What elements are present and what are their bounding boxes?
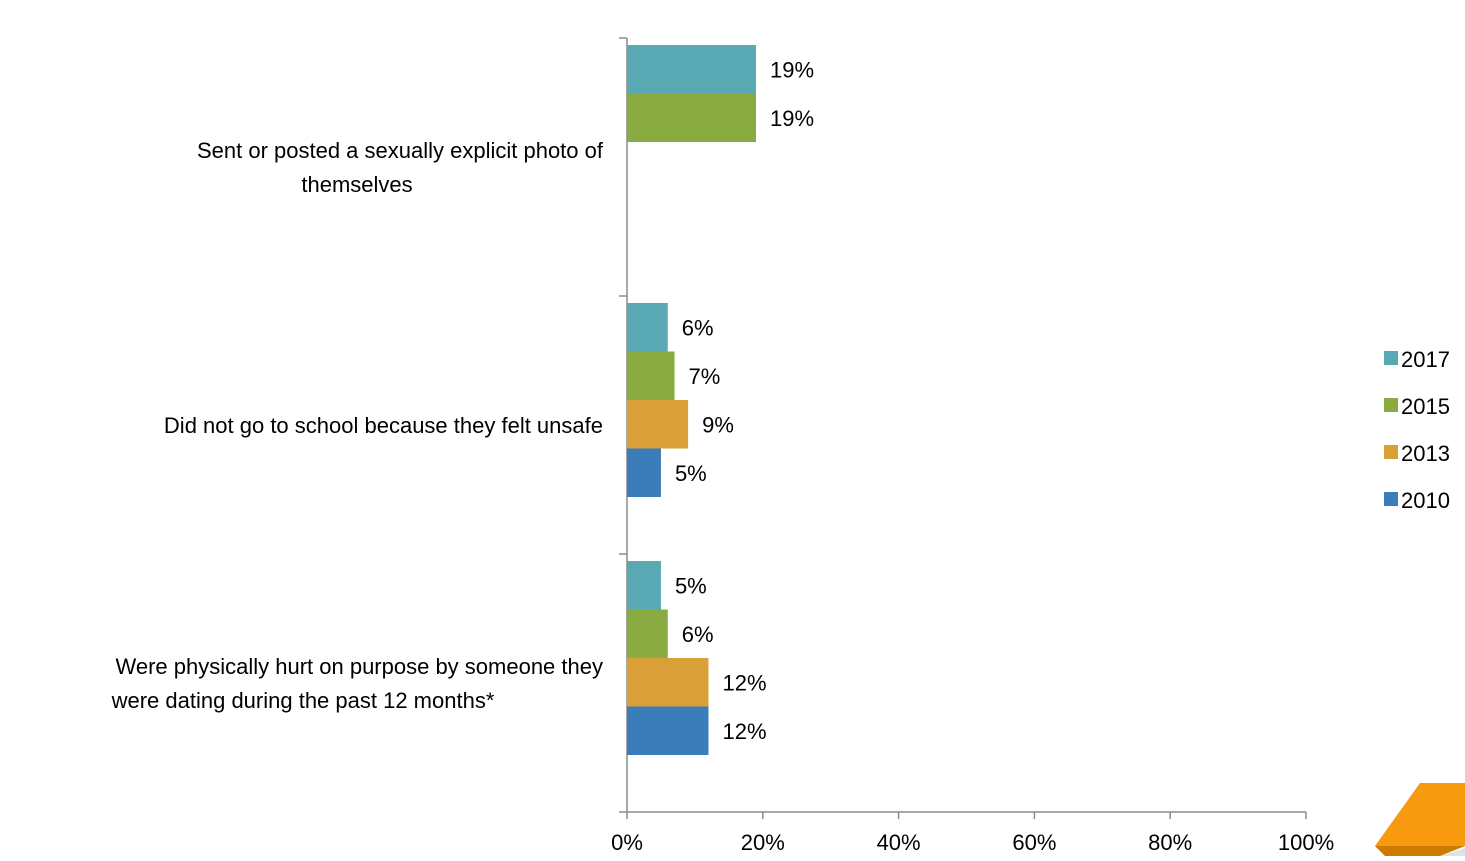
x-tick-label: 40% [877,830,921,855]
legend-label: 2017 [1401,347,1450,372]
legend-label: 2015 [1401,394,1450,419]
bar-2015 [627,609,668,658]
category-label: Were physically hurt on purpose by someo… [115,654,603,679]
legend-swatch-2015 [1384,398,1398,412]
x-tick-label: 60% [1012,830,1056,855]
legend-swatch-2010 [1384,492,1398,506]
data-label: 5% [675,461,707,486]
corner-decoration [1375,783,1465,846]
corner-decoration-shadow [1440,848,1465,856]
bar-2010 [627,448,661,497]
data-label: 12% [722,719,766,744]
data-label: 19% [770,57,814,82]
bar-2015 [627,351,675,400]
bar-2017 [627,561,661,610]
category-label: Did not go to school because they felt u… [164,413,603,438]
bar-2015 [627,93,757,142]
bar-2017 [627,45,757,94]
data-label: 12% [722,670,766,695]
data-label: 9% [702,412,734,437]
category-label: Sent or posted a sexually explicit photo… [197,138,604,163]
x-tick-label: 100% [1278,830,1334,855]
bar-2013 [627,400,689,449]
bar-2013 [627,658,709,707]
bar-2010 [627,706,709,755]
category-label: themselves [301,172,412,197]
data-label: 5% [675,573,707,598]
legend-label: 2010 [1401,488,1450,513]
data-label: 7% [689,364,721,389]
legend-swatch-2017 [1384,351,1398,365]
legend-swatch-2013 [1384,445,1398,459]
x-tick-label: 20% [741,830,785,855]
data-label: 6% [682,622,714,647]
category-label: were dating during the past 12 months* [111,688,495,713]
x-tick-label: 80% [1148,830,1192,855]
data-label: 19% [770,106,814,131]
bar-2017 [627,303,668,352]
data-label: 6% [682,315,714,340]
legend-label: 2013 [1401,441,1450,466]
corner-decoration-edge [1375,846,1465,856]
x-tick-label: 0% [611,830,643,855]
